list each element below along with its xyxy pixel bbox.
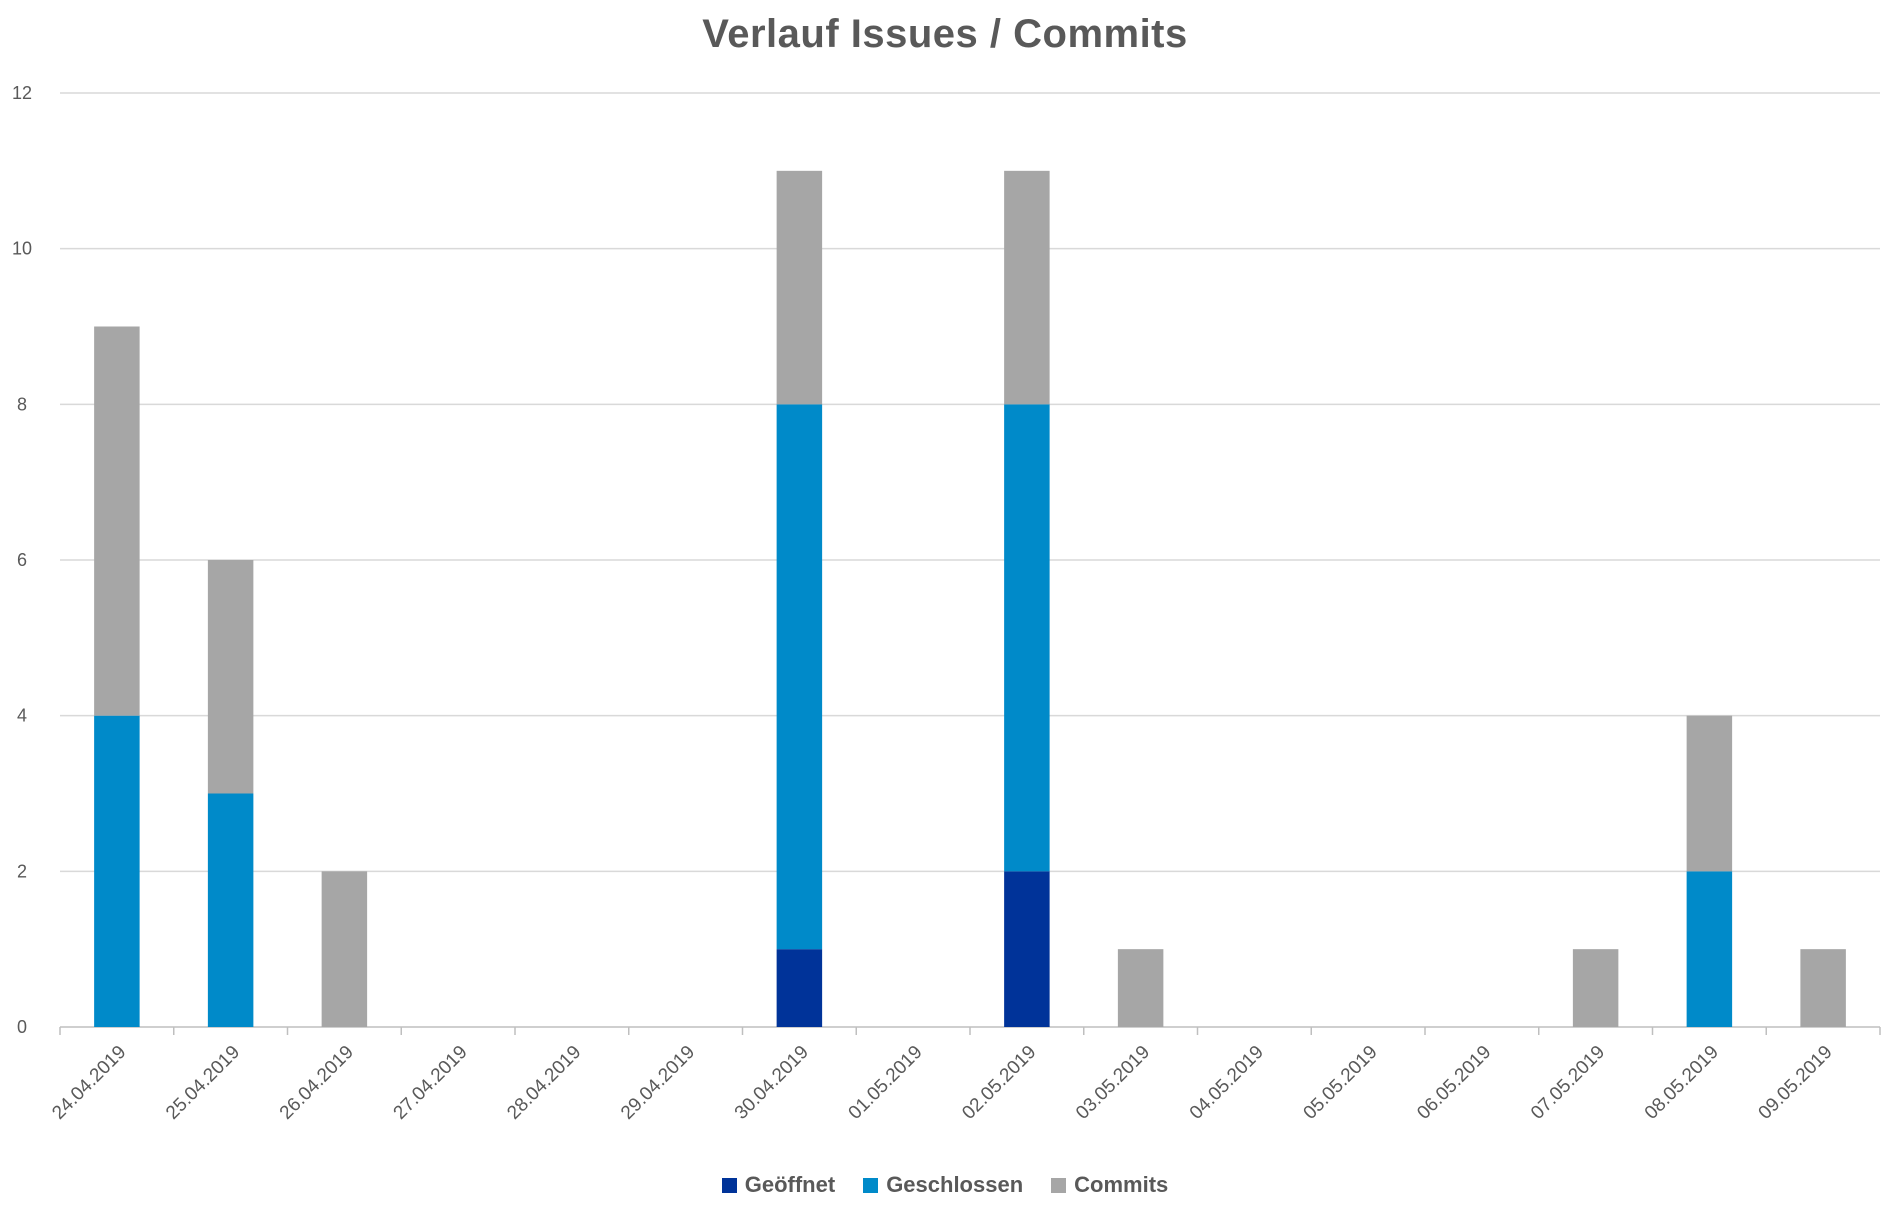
chart-legend: Geöffnet Geschlossen Commits [0,1172,1890,1198]
y-tick-label: 0 [17,1017,27,1037]
bar-geschlossen-24.04.2019 [94,715,140,1027]
x-tick-label: 26.04.2019 [276,1042,358,1124]
bar-ge-ffnet-02.05.2019 [1004,871,1050,1027]
x-tick-label: 04.05.2019 [1186,1042,1268,1124]
legend-label: Geschlossen [886,1172,1024,1197]
y-tick-label: 8 [17,394,27,414]
y-tick-label: 6 [17,550,27,570]
x-tick-label: 28.04.2019 [503,1042,585,1124]
bar-commits-08.05.2019 [1686,715,1733,872]
x-tick-label: 07.05.2019 [1527,1042,1609,1124]
x-tick-label: 25.04.2019 [162,1042,244,1124]
legend-swatch [863,1177,879,1193]
bar-geschlossen-25.04.2019 [207,793,254,1027]
legend-swatch [721,1177,737,1193]
bar-commits-03.05.2019 [1117,949,1164,1027]
legend-label: Geöffnet [744,1172,836,1197]
x-tick-label: 24.04.2019 [48,1042,130,1124]
x-tick-label: 05.05.2019 [1300,1042,1382,1124]
bar-commits-02.05.2019 [1004,170,1050,405]
y-tick-label: 2 [17,861,27,881]
x-tick-label: 30.04.2019 [731,1042,813,1124]
bar-ge-ffnet-30.04.2019 [776,949,823,1027]
legend-label: Commits [1074,1172,1169,1197]
y-tick-label: 12 [12,83,32,103]
x-tick-label: 06.05.2019 [1413,1042,1495,1124]
x-tick-label: 27.04.2019 [390,1042,472,1124]
bar-commits-26.04.2019 [321,871,368,1027]
bar-geschlossen-02.05.2019 [1004,404,1050,872]
bar-commits-07.05.2019 [1572,949,1619,1027]
x-tick-label: 01.05.2019 [845,1042,927,1124]
chart-title: Verlauf Issues / Commits [702,12,1188,56]
legend-item: Geschlossen [863,1172,1023,1198]
bar-commits-30.04.2019 [776,170,823,405]
legend-swatch [1051,1177,1067,1193]
y-tick-label: 10 [12,239,32,259]
y-tick-label: 4 [17,706,27,726]
bar-commits-09.05.2019 [1800,949,1846,1027]
x-tick-label: 08.05.2019 [1641,1042,1723,1124]
bar-commits-24.04.2019 [94,326,140,716]
x-tick-label: 03.05.2019 [1072,1042,1154,1124]
bar-commits-25.04.2019 [207,560,254,794]
legend-item: Commits [1051,1172,1168,1198]
x-tick-label: 02.05.2019 [958,1042,1040,1124]
legend-item: Geöffnet [721,1172,836,1198]
bar-geschlossen-08.05.2019 [1686,871,1733,1027]
x-tick-label: 29.04.2019 [617,1042,699,1124]
bar-geschlossen-30.04.2019 [776,404,823,950]
x-tick-label: 09.05.2019 [1755,1042,1837,1124]
